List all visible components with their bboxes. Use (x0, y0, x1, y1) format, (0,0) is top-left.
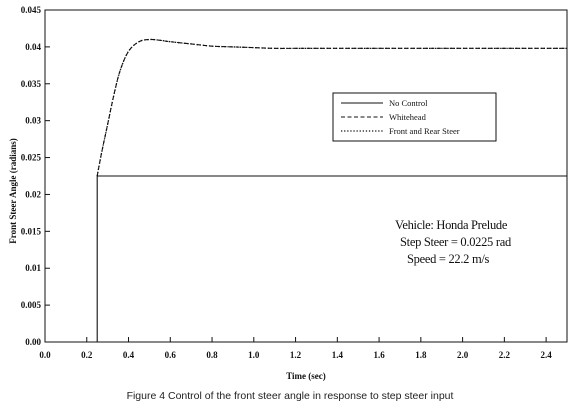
y-tick-label: 0.02 (25, 189, 41, 199)
y-tick-label: 0.005 (21, 300, 42, 310)
axes: 0.0 0.2 0.4 0.6 0.8 1.0 1.2 1.4 1.6 1.8 2.0 2.2 2.4 0… (8, 5, 568, 381)
annotation-step-steer: Step Steer = 0.0225 rad (400, 235, 512, 249)
y-tick-label: 0.00 (25, 337, 41, 347)
legend-entry-label: Front and Rear Steer (389, 126, 460, 136)
x-tick-label: 2.0 (457, 350, 469, 360)
y-tick-label: 0.045 (21, 5, 42, 15)
y-axis-label: Front Steer Angle (radians) (8, 138, 18, 243)
annotation-vehicle: Vehicle: Honda Prelude (395, 218, 508, 232)
y-tick-label: 0.025 (21, 153, 42, 163)
y-tick-label: 0.015 (21, 226, 42, 236)
legend-box (332, 92, 497, 142)
legend-entry-label: Whitehead (389, 112, 427, 122)
x-tick-label: 0.4 (123, 350, 135, 360)
x-tick-label: 2.2 (499, 350, 511, 360)
x-tick-label: 1.0 (248, 350, 260, 360)
series-dotted-line (96, 38, 567, 177)
legend: No Control Whitehead Front and Rear Steer (332, 92, 497, 142)
x-tick-label: 0.0 (39, 350, 51, 360)
figure-caption: Figure 4 Control of the front steer angl… (126, 390, 454, 402)
x-tick-label: 1.6 (373, 350, 385, 360)
x-tick-label: 0.2 (81, 350, 93, 360)
series-layer (45, 38, 567, 343)
x-tick-label: 1.2 (290, 350, 302, 360)
x-tick-label: 2.4 (540, 350, 552, 360)
series-dashed-line (96, 38, 567, 177)
series-solid-line (45, 175, 567, 343)
x-tick-label: 0.6 (165, 350, 177, 360)
x-tick-label: 1.8 (415, 350, 427, 360)
annotation-speed: Speed = 22.2 m/s (407, 252, 490, 266)
x-tick-label: 0.8 (206, 350, 218, 360)
y-tick-label: 0.035 (21, 79, 42, 89)
y-tick-label: 0.01 (25, 263, 41, 273)
y-tick-label: 0.03 (25, 116, 41, 126)
x-tick-label: 1.4 (332, 350, 344, 360)
y-tick-label: 0.04 (25, 42, 41, 52)
x-axis-label: Time (sec) (286, 371, 326, 381)
legend-entry-label: No Control (389, 98, 428, 108)
